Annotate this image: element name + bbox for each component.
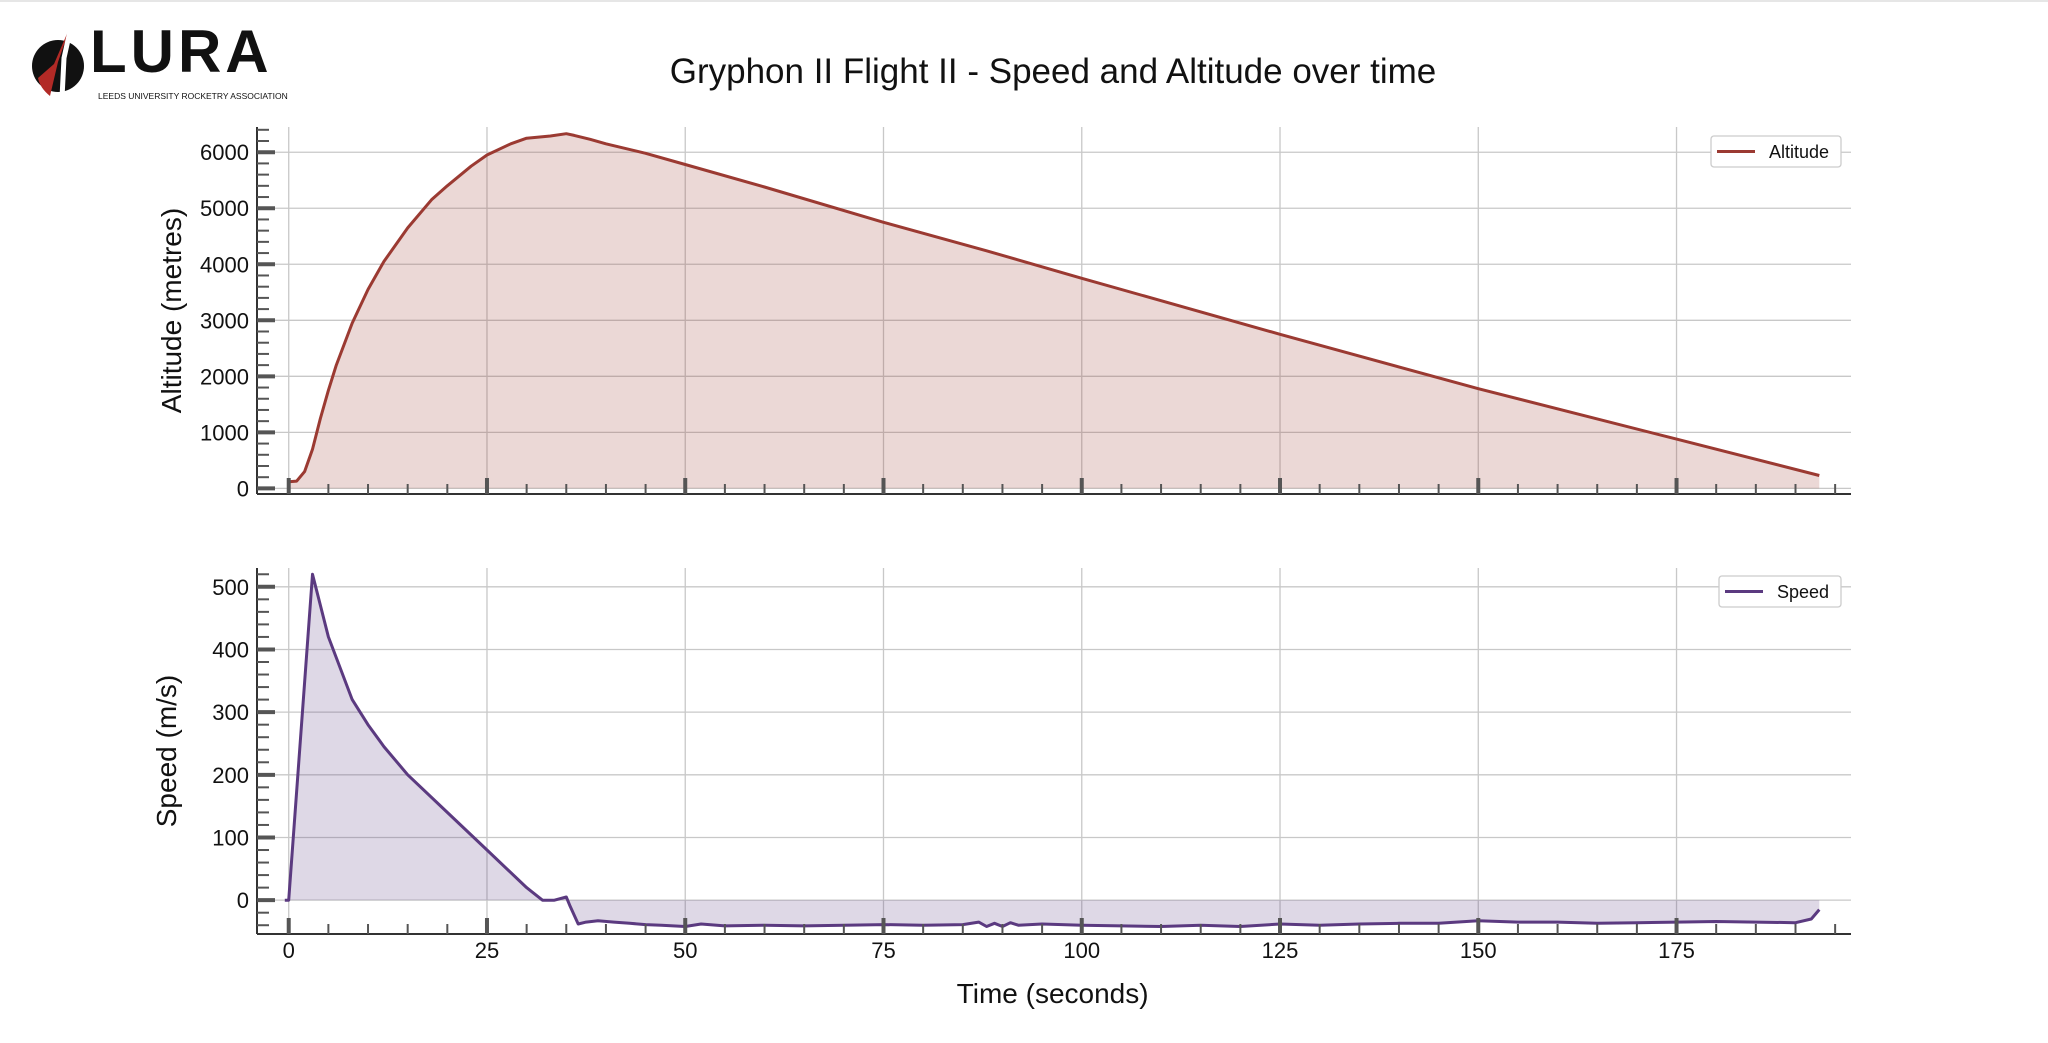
svg-text:LURA: LURA [90,18,273,85]
x-tick-label: 0 [283,938,295,963]
y-tick-label: 300 [212,700,249,725]
series-line-altitude [288,132,1820,484]
chart-title: Gryphon II Flight II - Speed and Altitud… [669,52,1437,91]
y-tick-label: 1000 [200,420,249,445]
panel-altitude: 0 1000 2000 3000 4000 5000 6000 Altitude (metre… [156,127,1851,501]
y-tick-label: 3000 [200,308,249,333]
legend-label-altitude: Altitude [1769,142,1829,162]
legend-box [1710,135,1842,168]
y-tick-label: 0 [237,476,249,501]
x-tick-label: 125 [1262,938,1299,963]
y-axis-label: Altitude (metres) [156,208,187,413]
x-tick-label: 150 [1460,938,1497,963]
x-axis-label: Time (seconds) [957,978,1149,1009]
x-tick-label: 175 [1658,938,1695,963]
series-area-speed [284,574,1820,927]
y-tick-label: 2000 [200,364,249,389]
legend-box [1718,575,1842,608]
x-tick-label: 75 [871,938,895,963]
y-tick-label: 5000 [200,196,249,221]
y-tick-label: 400 [212,637,249,662]
y-tick-label: 200 [212,763,249,788]
y-tick-label: 6000 [200,140,249,165]
series-area-altitude [288,133,1820,489]
y-tick-label: 100 [212,825,249,850]
series-line-speed [284,572,1821,928]
x-tick-label: 25 [475,938,499,963]
y-tick-label: 500 [212,575,249,600]
x-tick-label: 100 [1063,938,1100,963]
lura-logo: LURA LEEDS UNIVERSITY ROCKETRY ASSOCIATI… [32,18,288,101]
y-tick-label: 0 [237,888,249,913]
svg-text:LEEDS UNIVERSITY ROCKETRY ASSO: LEEDS UNIVERSITY ROCKETRY ASSOCIATION [98,91,288,101]
y-axis-label: Speed (m/s) [151,675,182,828]
x-tick-label: 50 [673,938,697,963]
legend-label-speed: Speed [1777,582,1829,602]
top-border [0,0,2048,2]
panel-speed: 0 100 200 300 400 500 Speed (m/s) Speed 0 25 50 75 1… [151,568,1851,1009]
y-tick-label: 4000 [200,252,249,277]
